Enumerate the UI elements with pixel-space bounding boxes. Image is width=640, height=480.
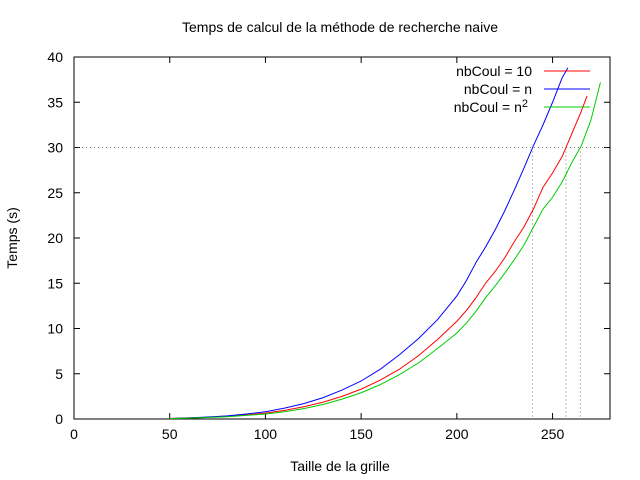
legend-label: nbCoul = 10 [456, 63, 532, 79]
y-tick-label: 0 [55, 411, 63, 427]
plot-area: 0 50 100 150 200 250 0 5 10 15 20 25 30 35 40 [47, 49, 611, 442]
y-tick-label: 40 [47, 49, 63, 65]
x-tick-label: 50 [162, 426, 178, 442]
x-axis-label: Taille de la grille [290, 458, 390, 474]
legend-label: nbCoul = n2 [454, 98, 528, 115]
y-tick-label: 20 [47, 230, 63, 246]
x-tick-label: 0 [70, 426, 78, 442]
y-tick-label: 35 [47, 94, 63, 110]
series-line-1 [169, 95, 588, 420]
x-tick-label: 150 [349, 426, 373, 442]
y-tick-label: 5 [55, 366, 63, 382]
plot-frame [73, 56, 611, 420]
x-tick-label: 100 [254, 426, 278, 442]
y-tick-label: 25 [47, 185, 63, 201]
y-tick-label: 15 [47, 275, 63, 291]
chart-title: Temps de calcul de la méthode de recherc… [182, 19, 498, 35]
x-tick-label: 250 [541, 426, 565, 442]
y-tick-label: 10 [47, 321, 63, 337]
series-line-3 [169, 82, 601, 420]
x-tick-label: 200 [445, 426, 469, 442]
y-tick-label: 30 [47, 140, 63, 156]
legend-label: nbCoul = n [464, 81, 532, 97]
y-axis-label: Temps (s) [4, 207, 20, 268]
series-line-2 [169, 67, 569, 420]
